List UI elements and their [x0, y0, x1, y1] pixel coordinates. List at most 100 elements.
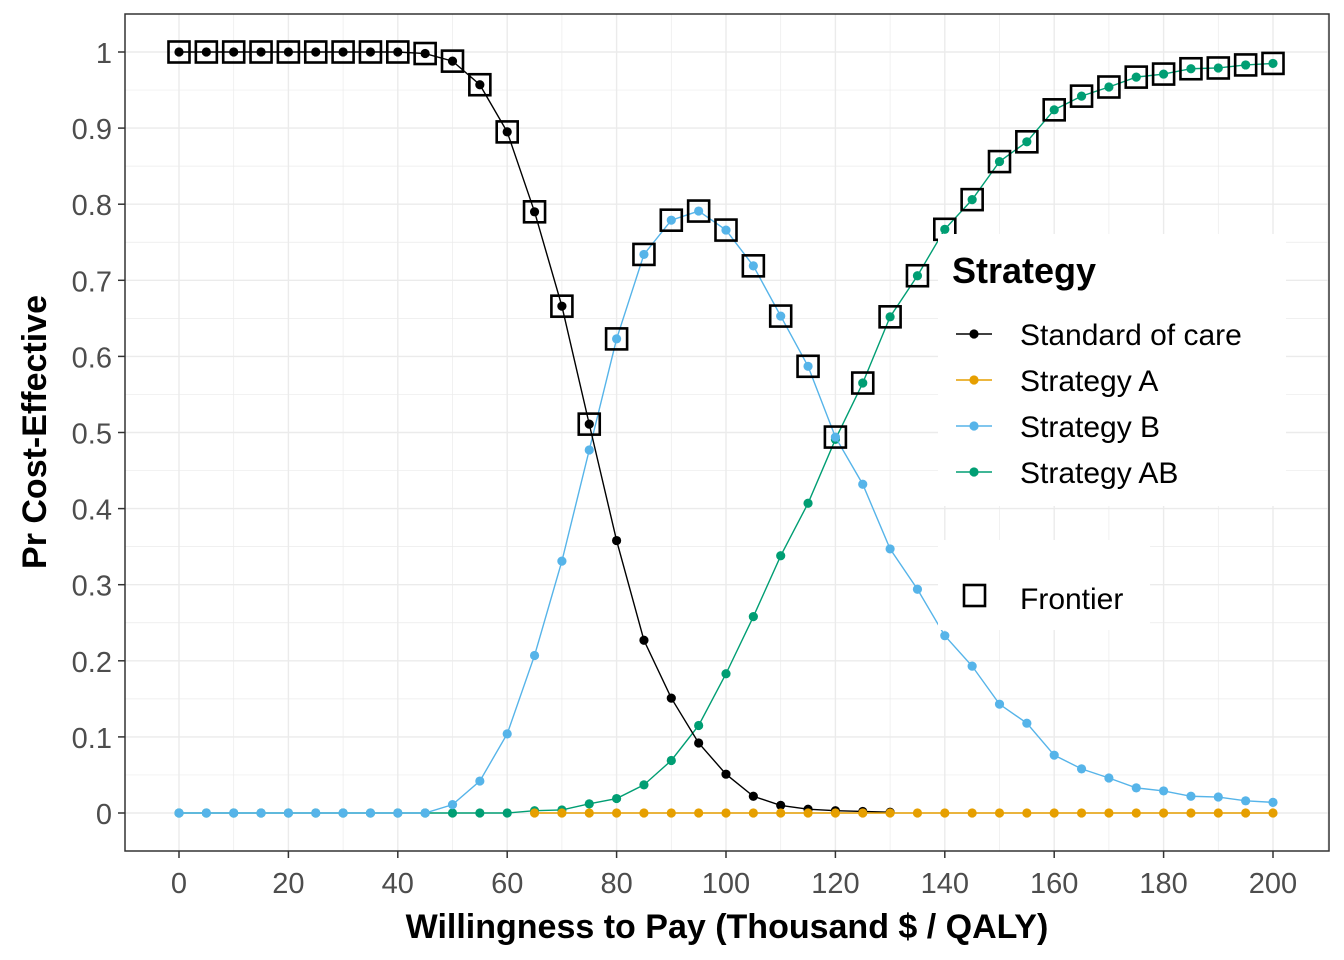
x-tick-label: 120 — [811, 868, 859, 900]
data-point-strategy-ab — [1131, 72, 1141, 82]
frontier-marker — [358, 40, 383, 64]
frontier-marker — [1069, 84, 1094, 108]
frontier-marker — [385, 40, 410, 64]
data-point-strategy-b — [338, 808, 348, 818]
data-point-strategy-a — [1241, 808, 1251, 818]
x-tick-label: 180 — [1139, 868, 1187, 900]
data-point-strategy-b — [1076, 764, 1087, 774]
y-tick-label: 0.5 — [72, 419, 112, 451]
data-point-strategy-b — [229, 808, 239, 818]
data-point-strategy-a — [1049, 808, 1059, 818]
data-point-strategy-ab — [612, 793, 622, 804]
data-point-strategy-a — [557, 808, 567, 818]
x-tick-label: 140 — [921, 868, 969, 900]
frontier-marker — [823, 425, 848, 449]
frontier-marker — [714, 218, 738, 242]
data-point-strategy-a — [1186, 808, 1196, 818]
legend-item: Strategy B — [956, 411, 1160, 444]
data-point-strategy-ab — [858, 378, 868, 388]
legend-label: Strategy AB — [1020, 457, 1178, 490]
legend: Strategy Standard of care Strategy A Strate… — [938, 234, 1286, 630]
legend-key-point — [969, 329, 979, 339]
data-point-standard-of-care — [748, 791, 758, 801]
data-point-strategy-b — [557, 556, 567, 566]
y-tick-label: 0.2 — [72, 647, 112, 679]
data-point-strategy-ab — [639, 780, 649, 790]
series-standard-of-care — [174, 47, 895, 817]
legend-title: Strategy — [952, 250, 1096, 291]
frontier-marker — [768, 304, 793, 328]
x-tick-label: 200 — [1249, 868, 1297, 900]
legend-label: Strategy B — [1020, 411, 1160, 444]
data-point-strategy-b — [1213, 792, 1223, 802]
data-point-strategy-b — [830, 432, 841, 442]
data-point-strategy-ab — [1022, 137, 1032, 147]
legend-background — [938, 234, 1286, 506]
data-point-strategy-b — [776, 311, 786, 321]
data-point-strategy-ab — [1159, 69, 1169, 79]
x-axis-title: Willingness to Pay (Thousand $ / QALY) — [406, 908, 1049, 946]
y-tick-label: 0 — [96, 799, 112, 831]
x-tick-label: 80 — [600, 868, 632, 900]
frontier-marker — [741, 254, 766, 278]
data-point-strategy-ab — [502, 808, 512, 818]
data-point-strategy-ab — [1104, 82, 1114, 92]
data-point-strategy-b — [694, 206, 704, 216]
frontier-marker — [1042, 98, 1066, 122]
frontier-marker — [1124, 65, 1149, 89]
x-tick-label: 20 — [272, 868, 304, 900]
legend-key-point — [969, 421, 979, 431]
data-point-strategy-a — [1076, 808, 1087, 818]
frontier-marker — [1206, 56, 1231, 80]
legend-key-frontier — [962, 583, 987, 608]
data-point-strategy-b — [475, 776, 485, 786]
data-point-strategy-a — [1131, 808, 1141, 818]
frontier-marker — [303, 40, 328, 64]
legend-label: Strategy A — [1020, 365, 1158, 398]
legend-label-frontier: Frontier — [1020, 583, 1123, 616]
x-tick-label: 60 — [491, 868, 523, 900]
data-point-standard-of-care — [502, 127, 512, 137]
data-point-standard-of-care — [557, 301, 567, 311]
frontier-marker — [796, 354, 820, 379]
frontier-marker — [1151, 62, 1176, 86]
data-point-strategy-ab — [1241, 60, 1251, 70]
axes: 0 20 40 60 80 100 120 140 160 180 200 0 0.1 0.2 0.3 0.4… — [72, 38, 1298, 900]
x-tick-label: 160 — [1030, 868, 1078, 900]
frontier-marker — [1015, 129, 1039, 154]
frontier-marker — [987, 149, 1012, 174]
frontier-marker — [1233, 53, 1258, 77]
data-point-strategy-a — [639, 808, 649, 818]
data-point-strategy-ab — [1049, 105, 1059, 115]
data-point-strategy-b — [584, 445, 594, 455]
data-point-standard-of-care — [365, 47, 376, 57]
data-point-strategy-ab — [1076, 91, 1087, 101]
data-point-strategy-ab — [666, 755, 676, 766]
y-tick-label: 0.3 — [72, 571, 112, 603]
data-point-strategy-b — [721, 225, 731, 235]
data-point-standard-of-care — [475, 80, 485, 90]
frontier-marker — [1097, 75, 1121, 99]
data-point-strategy-ab — [885, 312, 895, 322]
x-tick-label: 40 — [382, 868, 414, 900]
data-point-strategy-a — [803, 808, 813, 818]
data-point-strategy-ab — [912, 271, 923, 281]
data-point-strategy-ab — [776, 551, 786, 561]
data-point-strategy-a — [1159, 808, 1169, 818]
data-point-strategy-b — [1104, 773, 1114, 783]
frontier-marker — [878, 305, 902, 329]
data-point-strategy-a — [612, 808, 622, 818]
data-point-strategy-b — [174, 808, 184, 818]
data-point-strategy-b — [256, 808, 266, 818]
data-point-strategy-b — [1022, 718, 1032, 728]
frontier-marker — [686, 199, 711, 223]
data-point-strategy-ab — [940, 224, 950, 234]
data-point-strategy-b — [748, 261, 758, 271]
data-point-strategy-a — [830, 808, 841, 818]
data-point-strategy-a — [912, 808, 923, 818]
data-point-standard-of-care — [666, 693, 676, 703]
series-lines — [174, 47, 1278, 818]
frontier-marker — [194, 40, 219, 64]
frontier-marker — [604, 327, 629, 351]
frontier-marker — [331, 40, 355, 64]
